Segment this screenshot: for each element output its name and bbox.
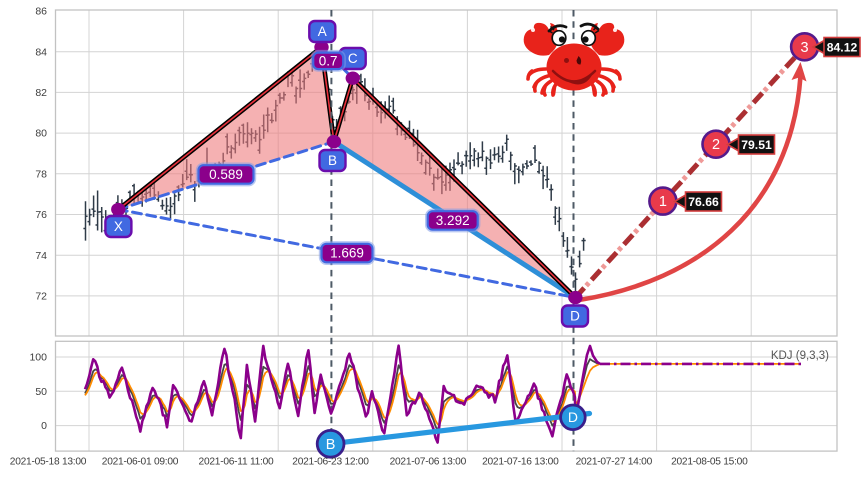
svg-text:D: D bbox=[570, 309, 580, 324]
svg-text:79.51: 79.51 bbox=[741, 138, 772, 152]
svg-text:X: X bbox=[114, 219, 123, 234]
svg-text:2021-08-05 15:00: 2021-08-05 15:00 bbox=[671, 457, 748, 468]
svg-text:2021-07-27 14:00: 2021-07-27 14:00 bbox=[576, 457, 653, 468]
svg-text:72: 72 bbox=[35, 291, 47, 303]
svg-text:2021-05-18 13:00: 2021-05-18 13:00 bbox=[10, 457, 87, 468]
svg-text:2021-06-23 12:00: 2021-06-23 12:00 bbox=[292, 457, 369, 468]
svg-text:84.12: 84.12 bbox=[827, 41, 858, 55]
svg-text:2021-07-16 13:00: 2021-07-16 13:00 bbox=[482, 457, 559, 468]
svg-text:B: B bbox=[326, 437, 336, 453]
svg-text:C: C bbox=[348, 51, 358, 66]
svg-text:1: 1 bbox=[659, 194, 667, 210]
svg-text:3: 3 bbox=[801, 40, 809, 56]
svg-text:1.669: 1.669 bbox=[330, 246, 364, 261]
svg-text:74: 74 bbox=[35, 250, 47, 262]
svg-text:2: 2 bbox=[712, 137, 720, 153]
svg-text:A: A bbox=[318, 24, 327, 39]
svg-text:0.589: 0.589 bbox=[209, 167, 243, 182]
svg-text:84: 84 bbox=[35, 46, 47, 58]
svg-text:78: 78 bbox=[35, 168, 47, 180]
svg-text:86: 86 bbox=[35, 6, 47, 18]
svg-text:D: D bbox=[568, 409, 578, 425]
svg-text:76.66: 76.66 bbox=[688, 195, 719, 209]
svg-text:80: 80 bbox=[35, 128, 47, 140]
svg-text:2021-06-01 09:00: 2021-06-01 09:00 bbox=[102, 457, 179, 468]
svg-text:2021-06-11 11:00: 2021-06-11 11:00 bbox=[199, 457, 275, 468]
svg-text:2021-07-06 13:00: 2021-07-06 13:00 bbox=[390, 457, 467, 468]
svg-text:3.292: 3.292 bbox=[436, 213, 470, 228]
svg-text:0.7: 0.7 bbox=[319, 54, 338, 69]
svg-text:100: 100 bbox=[29, 352, 47, 364]
svg-text:KDJ (9,3,3): KDJ (9,3,3) bbox=[771, 350, 829, 362]
svg-text:0: 0 bbox=[41, 420, 47, 432]
svg-text:76: 76 bbox=[35, 209, 47, 221]
svg-text:82: 82 bbox=[35, 87, 47, 99]
svg-text:50: 50 bbox=[35, 386, 47, 398]
svg-text:B: B bbox=[328, 153, 337, 168]
